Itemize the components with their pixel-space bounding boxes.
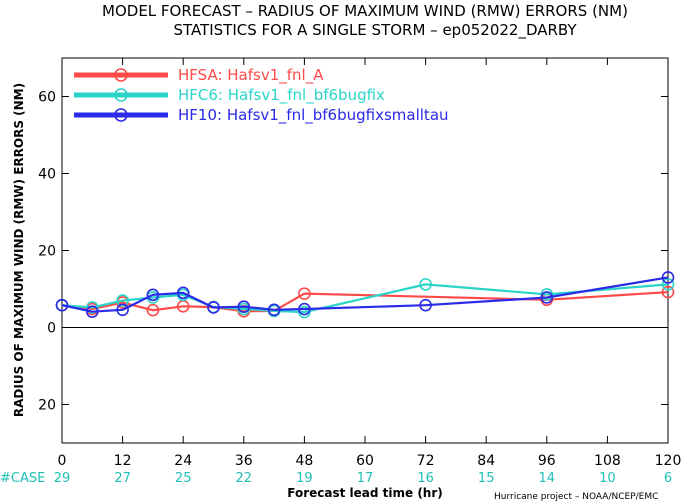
case-count: 16 xyxy=(417,471,434,486)
x-tick-label: 72 xyxy=(417,453,435,469)
data-point xyxy=(540,288,554,301)
y-tick-label: 20 xyxy=(38,398,56,414)
case-counts: 29 27 25 22 19 17 16 15 14 10 6 xyxy=(54,471,672,486)
data-point xyxy=(298,302,311,316)
x-tick-label: 120 xyxy=(655,453,682,469)
data-point xyxy=(267,303,281,317)
x-tick-label: 60 xyxy=(356,453,374,469)
data-point xyxy=(419,278,432,291)
x-axis-ticks: 0 12 24 36 48 60 72 84 96 108 120 xyxy=(58,58,682,469)
case-count: 6 xyxy=(664,471,672,486)
data-point xyxy=(661,285,675,299)
x-tick-label: 36 xyxy=(235,453,253,469)
data-point xyxy=(661,278,675,291)
data-point xyxy=(207,301,220,314)
legend-marker xyxy=(114,68,128,82)
chart-title-line2: STATISTICS FOR A SINGLE STORM – ep052022… xyxy=(173,21,577,40)
legend-entry: HFSA: Hafsv1_fnl_A xyxy=(178,66,324,85)
x-tick-label: 108 xyxy=(594,453,621,469)
case-count: 22 xyxy=(236,471,253,486)
case-count: 17 xyxy=(357,471,374,486)
x-axis-label: Forecast lead time (hr) xyxy=(287,486,443,500)
case-count: 10 xyxy=(599,471,616,486)
y-tick-label: 0 xyxy=(47,321,56,337)
y-tick-label: 20 xyxy=(38,244,56,260)
credit-text: Hurricane project – NOAA/NCEP/EMC xyxy=(494,492,658,502)
data-point xyxy=(298,287,311,300)
legend-entry: HFC6: Hafsv1_fnl_bf6bugfix xyxy=(178,86,385,105)
data-point xyxy=(298,305,311,319)
data-point xyxy=(661,271,675,284)
case-count: 29 xyxy=(54,471,71,486)
case-count: 19 xyxy=(296,471,313,486)
case-count: 14 xyxy=(539,471,556,486)
case-count: 25 xyxy=(175,471,192,486)
case-label: #CASE xyxy=(0,471,45,486)
legend-marker xyxy=(114,108,128,122)
case-count: 27 xyxy=(114,471,131,486)
data-point xyxy=(116,294,129,307)
data-point xyxy=(116,303,129,317)
data-point xyxy=(55,298,69,312)
data-point xyxy=(86,301,99,314)
y-tick-label: 40 xyxy=(38,167,56,183)
data-point xyxy=(419,298,432,312)
x-tick-label: 12 xyxy=(114,453,132,469)
data-point xyxy=(176,286,190,300)
data-point xyxy=(540,291,554,304)
x-tick-label: 48 xyxy=(295,453,313,469)
data-point xyxy=(146,288,160,302)
chart-title-line1: MODEL FORECAST – RADIUS OF MAXIMUM WIND … xyxy=(102,2,628,20)
y-axis-ticks: 20 0 20 40 60 xyxy=(38,90,668,414)
data-point xyxy=(146,303,160,317)
series-layer xyxy=(55,271,675,319)
legend-marker xyxy=(114,88,128,102)
x-tick-label: 96 xyxy=(538,453,556,469)
case-count: 15 xyxy=(478,471,495,486)
legend-entry: HF10: Hafsv1_fnl_bf6bugfixsmalltau xyxy=(178,106,449,125)
data-point xyxy=(86,305,99,319)
y-tick-label: 60 xyxy=(38,90,56,106)
y-axis-label: RADIUS OF MAXIMUM WIND (RMW) ERRORS (NM) xyxy=(12,83,26,417)
data-point xyxy=(237,300,251,314)
x-tick-label: 0 xyxy=(58,453,67,469)
x-tick-label: 84 xyxy=(477,453,495,469)
x-tick-label: 24 xyxy=(174,453,192,469)
